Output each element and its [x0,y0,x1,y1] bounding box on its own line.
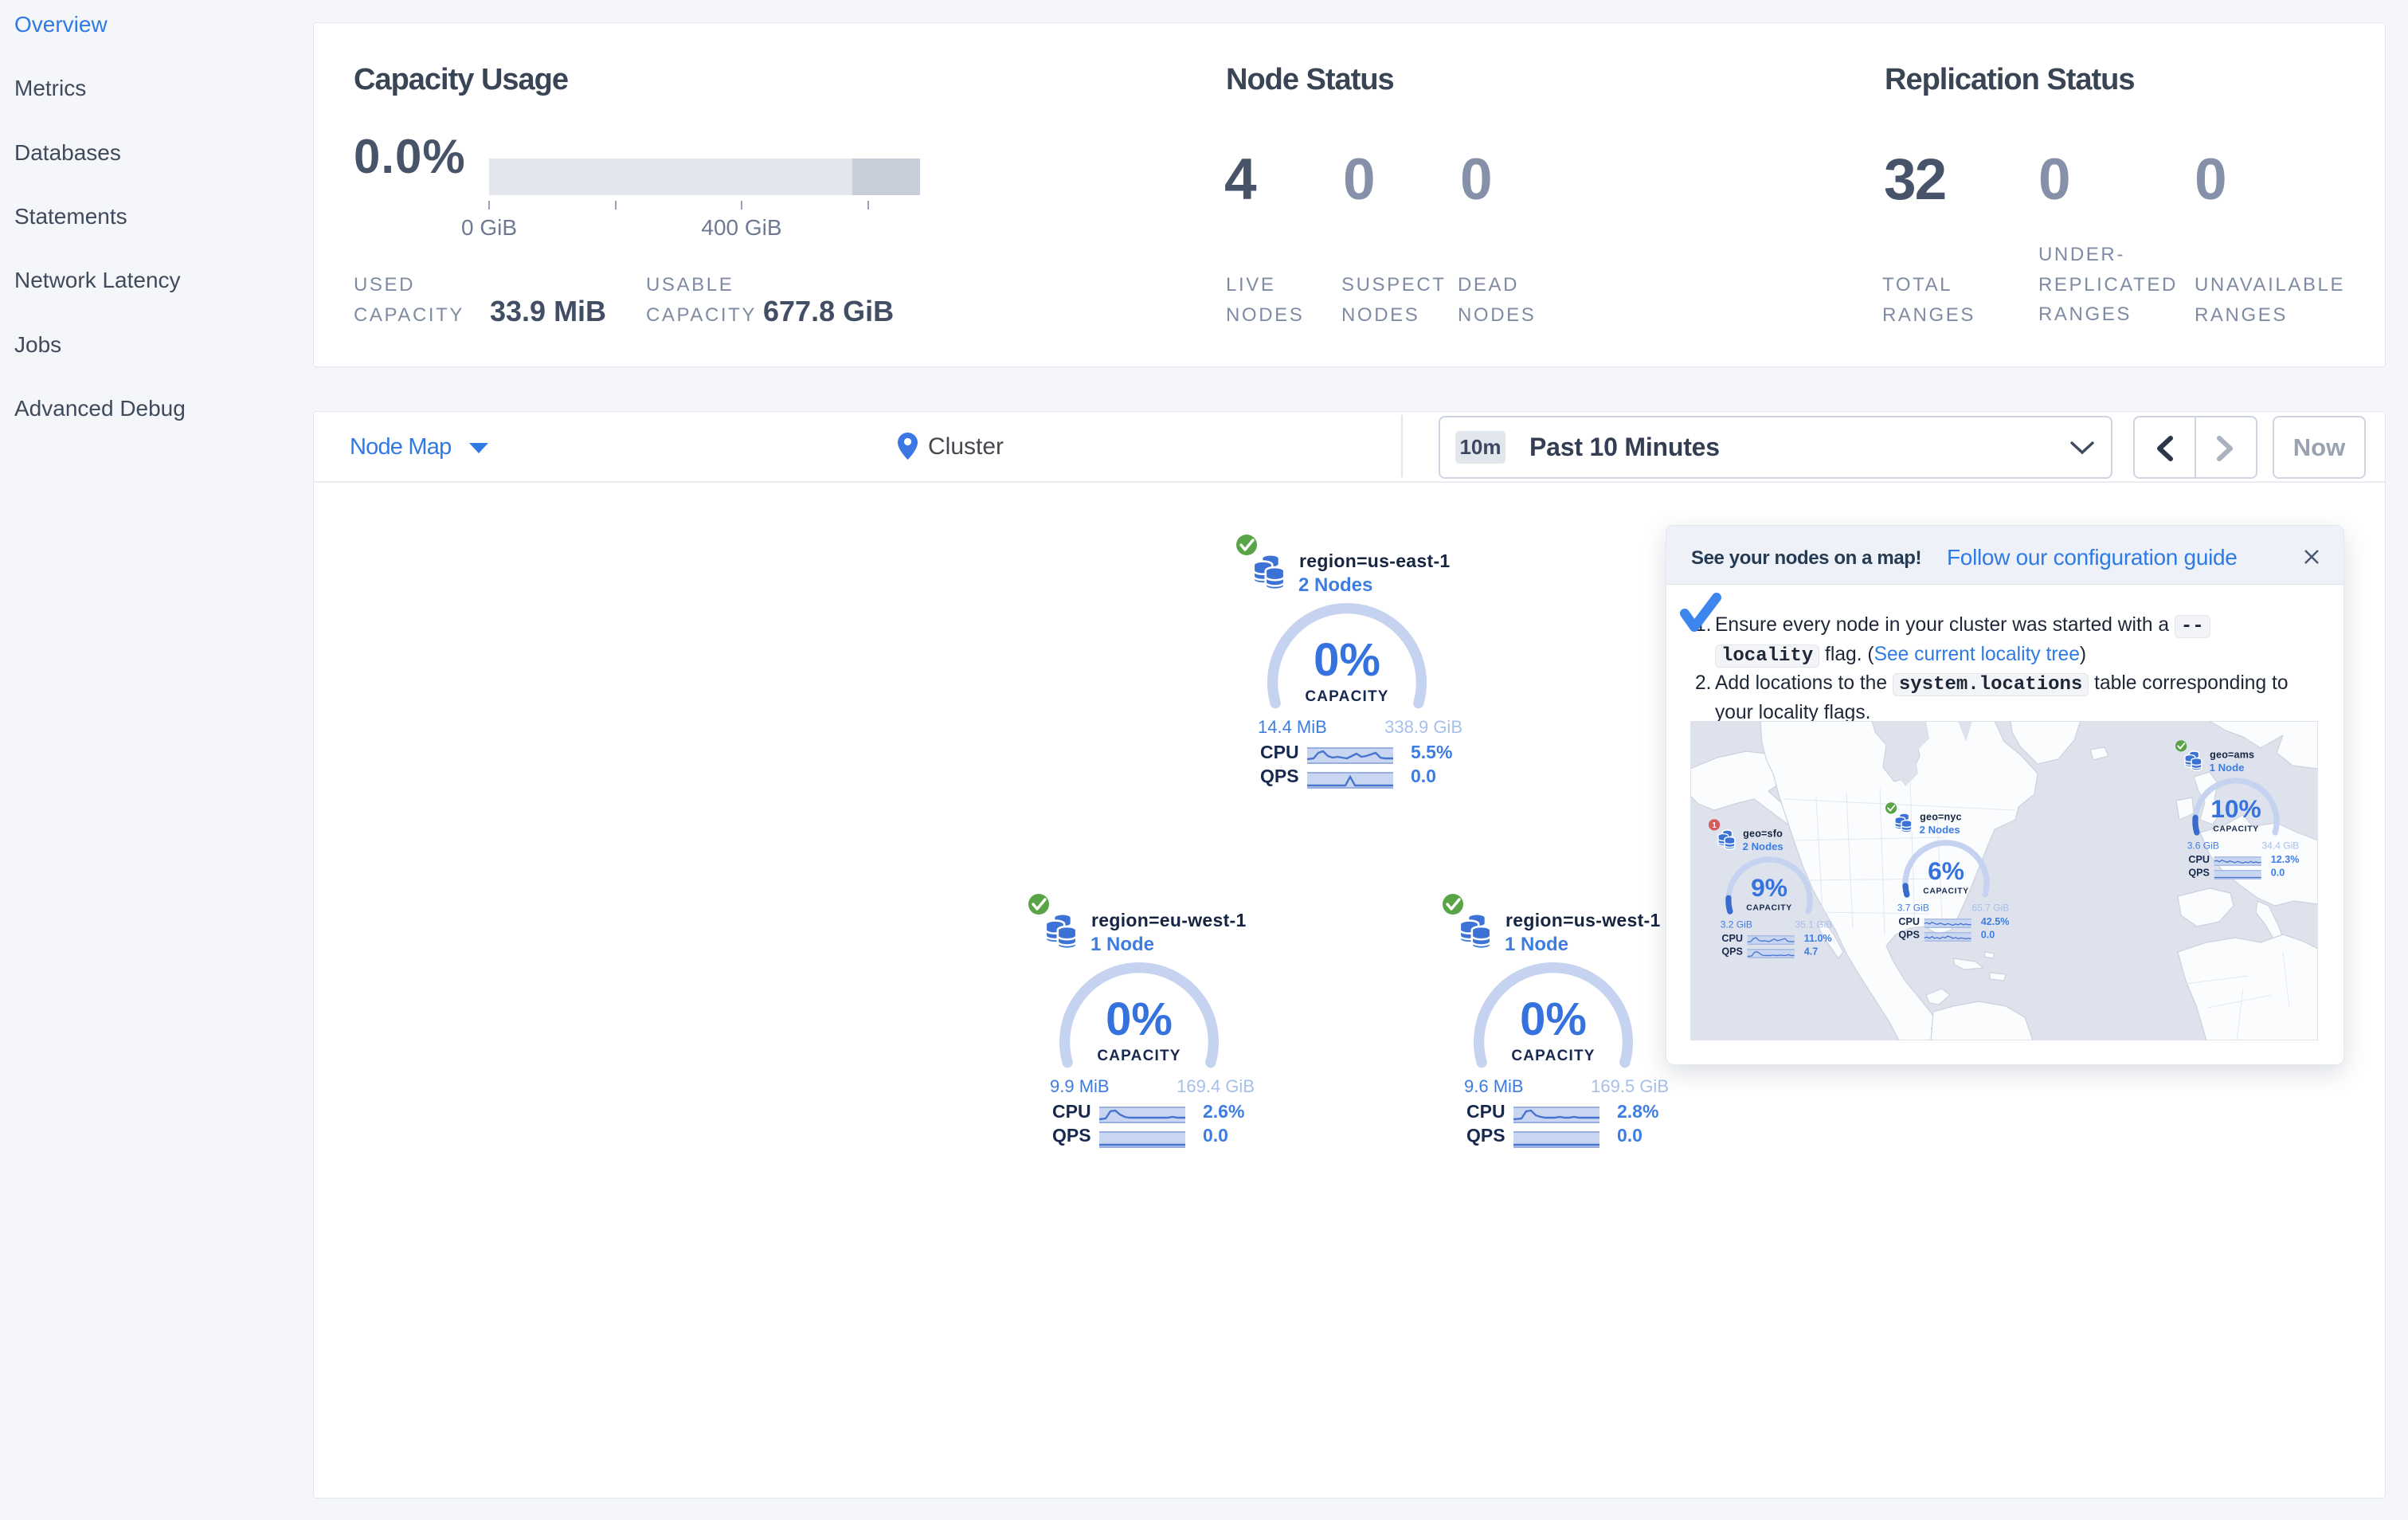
svg-text:1: 1 [1712,821,1717,830]
